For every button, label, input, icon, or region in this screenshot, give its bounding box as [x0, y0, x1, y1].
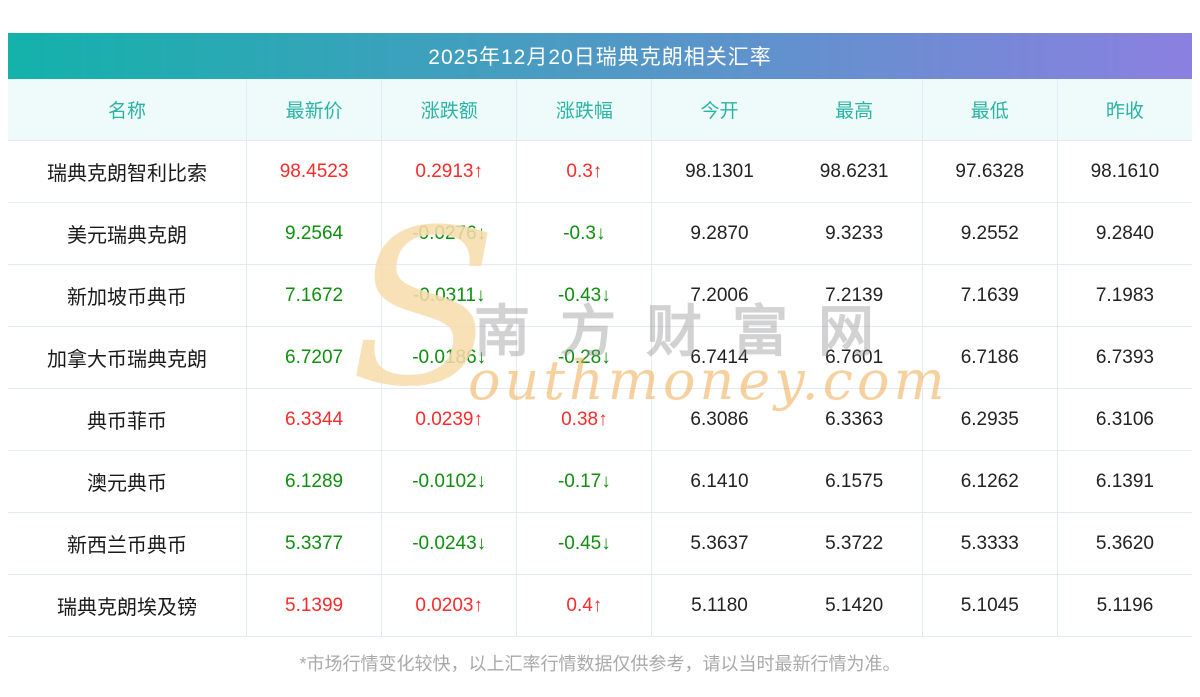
change-cell: -0.0276↓ — [381, 202, 517, 264]
name-cell: 美元瑞典克朗 — [8, 202, 246, 264]
open-cell: 5.1180 — [651, 574, 787, 636]
latest-cell: 6.1289 — [246, 450, 382, 512]
low-cell: 7.1639 — [921, 264, 1057, 326]
change-cell: -0.0102↓ — [381, 450, 517, 512]
change-pct-cell: -0.3↓ — [516, 202, 652, 264]
high-cell: 5.1420 — [786, 574, 922, 636]
column-header-high: 最高 — [786, 79, 922, 140]
open-cell: 6.3086 — [651, 388, 787, 450]
change-pct-cell: 0.38↑ — [516, 388, 652, 450]
prev-close-cell: 6.7393 — [1056, 326, 1192, 388]
exchange-rate-card: 2025年12月20日瑞典克朗相关汇率 名称 最新价 涨跌额 涨跌幅 今开 最高… — [8, 33, 1192, 637]
low-cell: 6.7186 — [921, 326, 1057, 388]
change-cell: 0.0239↑ — [381, 388, 517, 450]
open-cell: 5.3637 — [651, 512, 787, 574]
open-cell: 6.7414 — [651, 326, 787, 388]
change-cell: -0.0311↓ — [381, 264, 517, 326]
prev-close-cell: 5.1196 — [1056, 574, 1192, 636]
open-cell: 98.1301 — [651, 140, 787, 202]
high-cell: 6.7601 — [786, 326, 922, 388]
table-title: 2025年12月20日瑞典克朗相关汇率 — [8, 33, 1192, 79]
change-pct-cell: -0.45↓ — [516, 512, 652, 574]
high-cell: 6.3363 — [786, 388, 922, 450]
name-cell: 新西兰币典币 — [8, 512, 246, 574]
low-cell: 5.1045 — [921, 574, 1057, 636]
name-cell: 典币菲币 — [8, 388, 246, 450]
high-cell: 5.3722 — [786, 512, 922, 574]
name-cell: 新加坡币典币 — [8, 264, 246, 326]
change-cell: 0.2913↑ — [381, 140, 517, 202]
high-cell: 7.2139 — [786, 264, 922, 326]
latest-cell: 6.3344 — [246, 388, 382, 450]
low-cell: 6.1262 — [921, 450, 1057, 512]
open-cell: 6.1410 — [651, 450, 787, 512]
name-cell: 澳元典币 — [8, 450, 246, 512]
change-cell: -0.0186↓ — [381, 326, 517, 388]
prev-close-cell: 7.1983 — [1056, 264, 1192, 326]
disclaimer-text: *市场行情变化较快，以上汇率行情数据仅供参考，请以当时最新行情为准。 — [299, 654, 901, 674]
change-pct-cell: -0.17↓ — [516, 450, 652, 512]
prev-close-cell: 5.3620 — [1056, 512, 1192, 574]
column-header-open: 今开 — [651, 79, 787, 140]
latest-cell: 6.7207 — [246, 326, 382, 388]
latest-cell: 9.2564 — [246, 202, 382, 264]
low-cell: 5.3333 — [921, 512, 1057, 574]
column-header-change: 涨跌额 — [381, 79, 517, 140]
latest-cell: 5.1399 — [246, 574, 382, 636]
column-header-name: 名称 — [8, 79, 246, 140]
change-cell: -0.0243↓ — [381, 512, 517, 574]
low-cell: 6.2935 — [921, 388, 1057, 450]
column-header-prev-close: 昨收 — [1056, 79, 1192, 140]
high-cell: 6.1575 — [786, 450, 922, 512]
latest-cell: 98.4523 — [246, 140, 382, 202]
prev-close-cell: 6.3106 — [1056, 388, 1192, 450]
change-pct-cell: -0.28↓ — [516, 326, 652, 388]
open-cell: 7.2006 — [651, 264, 787, 326]
open-cell: 9.2870 — [651, 202, 787, 264]
change-cell: 0.0203↑ — [381, 574, 517, 636]
low-cell: 97.6328 — [921, 140, 1057, 202]
latest-cell: 7.1672 — [246, 264, 382, 326]
change-pct-cell: -0.43↓ — [516, 264, 652, 326]
change-pct-cell: 0.4↑ — [516, 574, 652, 636]
latest-cell: 5.3377 — [246, 512, 382, 574]
prev-close-cell: 6.1391 — [1056, 450, 1192, 512]
name-cell: 瑞典克朗埃及镑 — [8, 574, 246, 636]
column-header-low: 最低 — [921, 79, 1057, 140]
name-cell: 加拿大币瑞典克朗 — [8, 326, 246, 388]
high-cell: 98.6231 — [786, 140, 922, 202]
high-cell: 9.3233 — [786, 202, 922, 264]
change-pct-cell: 0.3↑ — [516, 140, 652, 202]
prev-close-cell: 98.1610 — [1056, 140, 1192, 202]
rates-table: 名称 最新价 涨跌额 涨跌幅 今开 最高 最低 昨收 瑞典克朗智利比索 98.45… — [8, 79, 1192, 637]
column-header-latest: 最新价 — [246, 79, 382, 140]
name-cell: 瑞典克朗智利比索 — [8, 140, 246, 202]
column-header-change-pct: 涨跌幅 — [516, 79, 652, 140]
low-cell: 9.2552 — [921, 202, 1057, 264]
prev-close-cell: 9.2840 — [1056, 202, 1192, 264]
